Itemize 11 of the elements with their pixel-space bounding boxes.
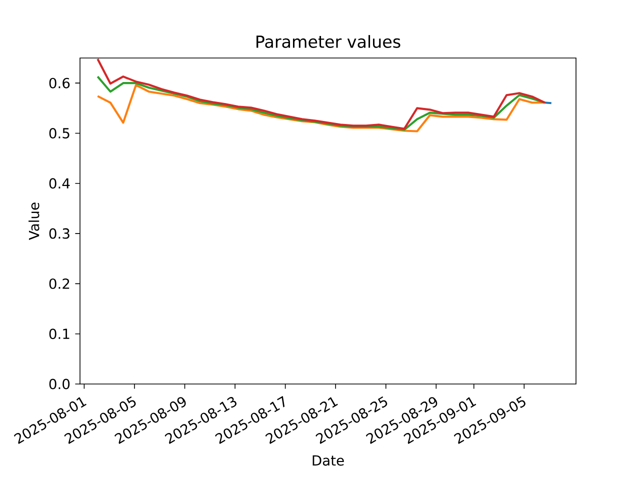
- line-series: [96, 58, 546, 130]
- y-tick-label: 0.2: [49, 278, 70, 289]
- x-axis-title: Date: [312, 455, 344, 466]
- y-tick-label: 0.3: [49, 228, 70, 239]
- y-tick-label: 0.0: [49, 378, 70, 390]
- y-tick-label: 0.6: [49, 78, 70, 88]
- y-tick-label: 0.4: [49, 178, 70, 189]
- y-tick-label: 0.1: [49, 328, 70, 340]
- y-axis-title: Value: [28, 202, 40, 240]
- chart-title: Parameter values: [256, 35, 400, 48]
- y-tick-label: 0.5: [49, 128, 70, 138]
